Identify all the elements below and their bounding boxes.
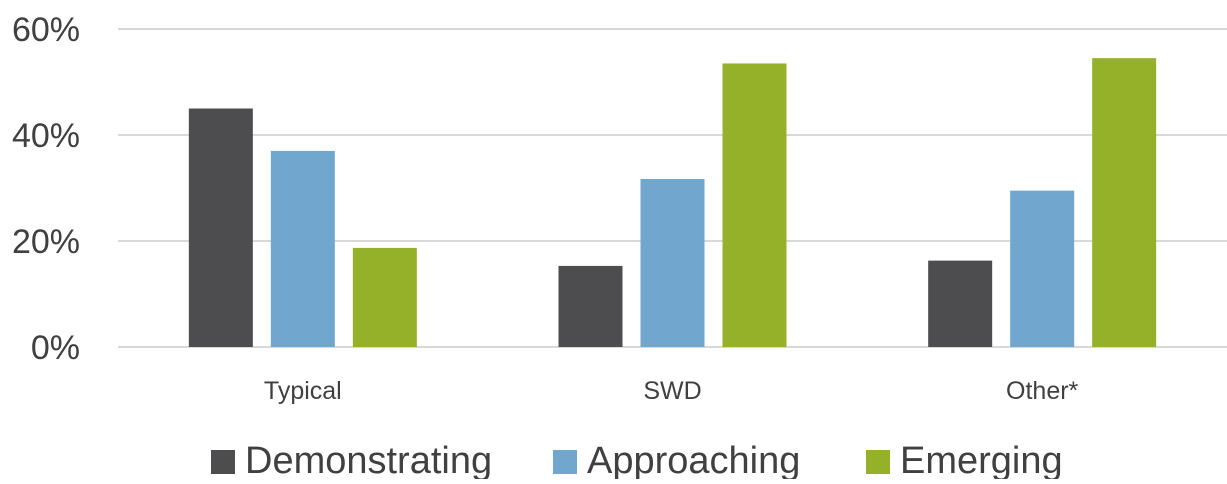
bars: [188, 58, 1157, 348]
y-axis-ticks: 0% 20% 40% 60%: [12, 11, 80, 367]
bar-emerging-0: [352, 247, 417, 347]
bar-demonstrating-1: [558, 265, 623, 347]
legend-swatch-approaching: [553, 450, 577, 474]
x-tick-label: Other*: [1006, 377, 1079, 405]
x-tick-label: Typical: [264, 377, 342, 405]
bar-demonstrating-2: [928, 260, 993, 347]
legend-label-emerging: Emerging: [900, 440, 1063, 479]
x-axis-ticks: Typical SWD Other*: [264, 377, 1079, 405]
bar-demonstrating-0: [188, 108, 253, 347]
legend-swatch-demonstrating: [211, 450, 235, 474]
bar-emerging-2: [1092, 58, 1157, 348]
y-tick-label: 0%: [31, 329, 80, 367]
bar-approaching-1: [640, 178, 705, 347]
legend-swatch-emerging: [866, 450, 890, 474]
bar-approaching-2: [1010, 190, 1075, 347]
legend-label-demonstrating: Demonstrating: [245, 440, 492, 479]
bar-approaching-0: [270, 150, 335, 347]
legend: Demonstrating Approaching Emerging: [211, 440, 1063, 482]
y-tick-label: 40%: [12, 117, 80, 155]
legend-label-approaching: Approaching: [587, 440, 800, 479]
x-tick-label: SWD: [643, 377, 701, 405]
y-tick-label: 60%: [12, 11, 80, 49]
bar-emerging-1: [722, 63, 787, 347]
y-tick-label: 20%: [12, 223, 80, 261]
